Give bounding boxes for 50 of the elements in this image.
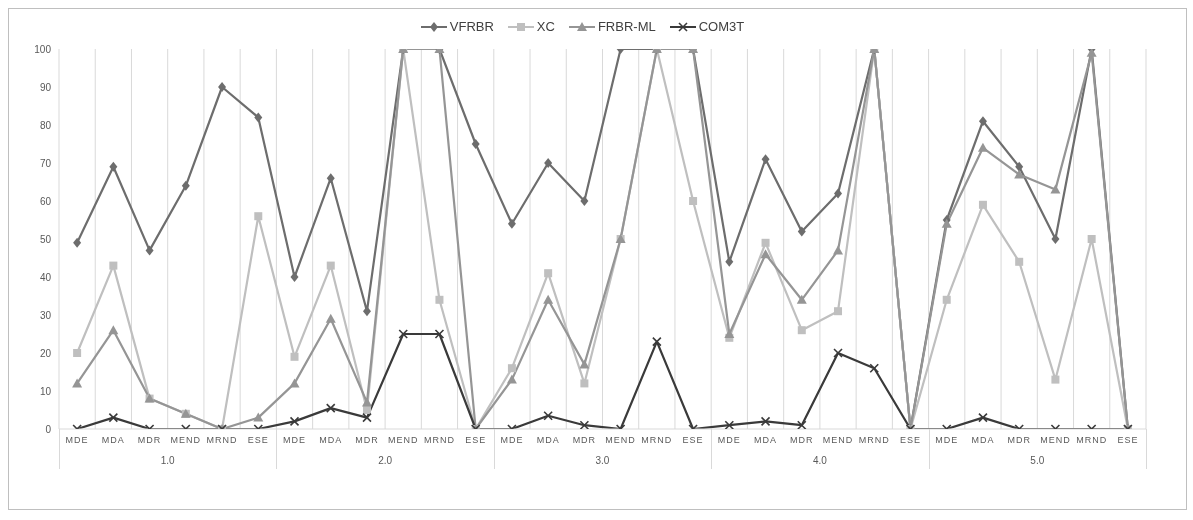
x-tick-label: ESE — [465, 435, 487, 446]
x-tick-label: MDA — [536, 435, 560, 446]
x-tick-label: MEND — [170, 435, 202, 446]
legend-label: FRBR-ML — [596, 19, 656, 34]
y-tick-label: 10 — [39, 385, 52, 397]
y-tick-label: 30 — [39, 309, 52, 321]
x-tick-label: MDE — [283, 435, 307, 446]
text: 4.0 — [811, 454, 828, 468]
x-tick-label: ESE — [682, 435, 704, 446]
x-tick-label: MEND — [822, 435, 854, 446]
y-tick-label: 90 — [39, 81, 52, 93]
x-tick-label: MRND — [641, 435, 673, 446]
x-tick-label: MDR — [790, 435, 814, 446]
x-tick-label: MDA — [754, 435, 778, 446]
x-tick-label: MDR — [572, 435, 597, 446]
y-tick-label: 80 — [39, 119, 52, 131]
y-tick-label: 20 — [39, 347, 52, 359]
x-tick-label: MDA — [101, 435, 125, 446]
x-tick-label: ESE — [247, 435, 269, 446]
y-tick-label: 50 — [39, 233, 52, 245]
x-tick-label: MDR — [1007, 435, 1031, 446]
x-tick-label: MDA — [319, 435, 343, 446]
x-tick-label: MEND — [605, 435, 636, 446]
x-tick-label: MRND — [1076, 435, 1108, 446]
y-tick-label: 40 — [39, 271, 52, 283]
x-tick-label: MDR — [355, 435, 379, 446]
x-tick-label: MRND — [858, 435, 890, 446]
x-tick-label: MDA — [971, 435, 995, 446]
text: 2.0 — [377, 454, 394, 468]
y-tick-label: 60 — [39, 195, 52, 207]
y-tick-label: 100 — [34, 43, 52, 55]
x-tick-label: MDE — [717, 435, 741, 446]
y-tick-label: 70 — [39, 157, 52, 169]
x-tick-label: ESE — [1117, 435, 1139, 446]
x-tick-label: MDE — [935, 435, 959, 446]
x-tick-label: MRND — [423, 435, 455, 446]
x-tick-label: MRND — [206, 435, 238, 446]
x-tick-label: MDE — [65, 435, 89, 446]
text: 3.0 — [594, 454, 611, 468]
text: 1.0 — [159, 454, 176, 468]
legend-label: XC — [535, 19, 555, 34]
x-tick-label: MEND — [1040, 435, 1071, 446]
y-tick-label: 0 — [45, 423, 52, 435]
legend-label: COM3T — [697, 19, 745, 34]
legend-label: VFRBR — [448, 19, 494, 34]
x-tick-label: MEND — [387, 435, 419, 446]
text: 5.0 — [1029, 454, 1046, 468]
x-tick-label: ESE — [899, 435, 921, 446]
x-tick-label: MDE — [500, 435, 524, 446]
x-tick-label: MDR — [137, 435, 162, 446]
